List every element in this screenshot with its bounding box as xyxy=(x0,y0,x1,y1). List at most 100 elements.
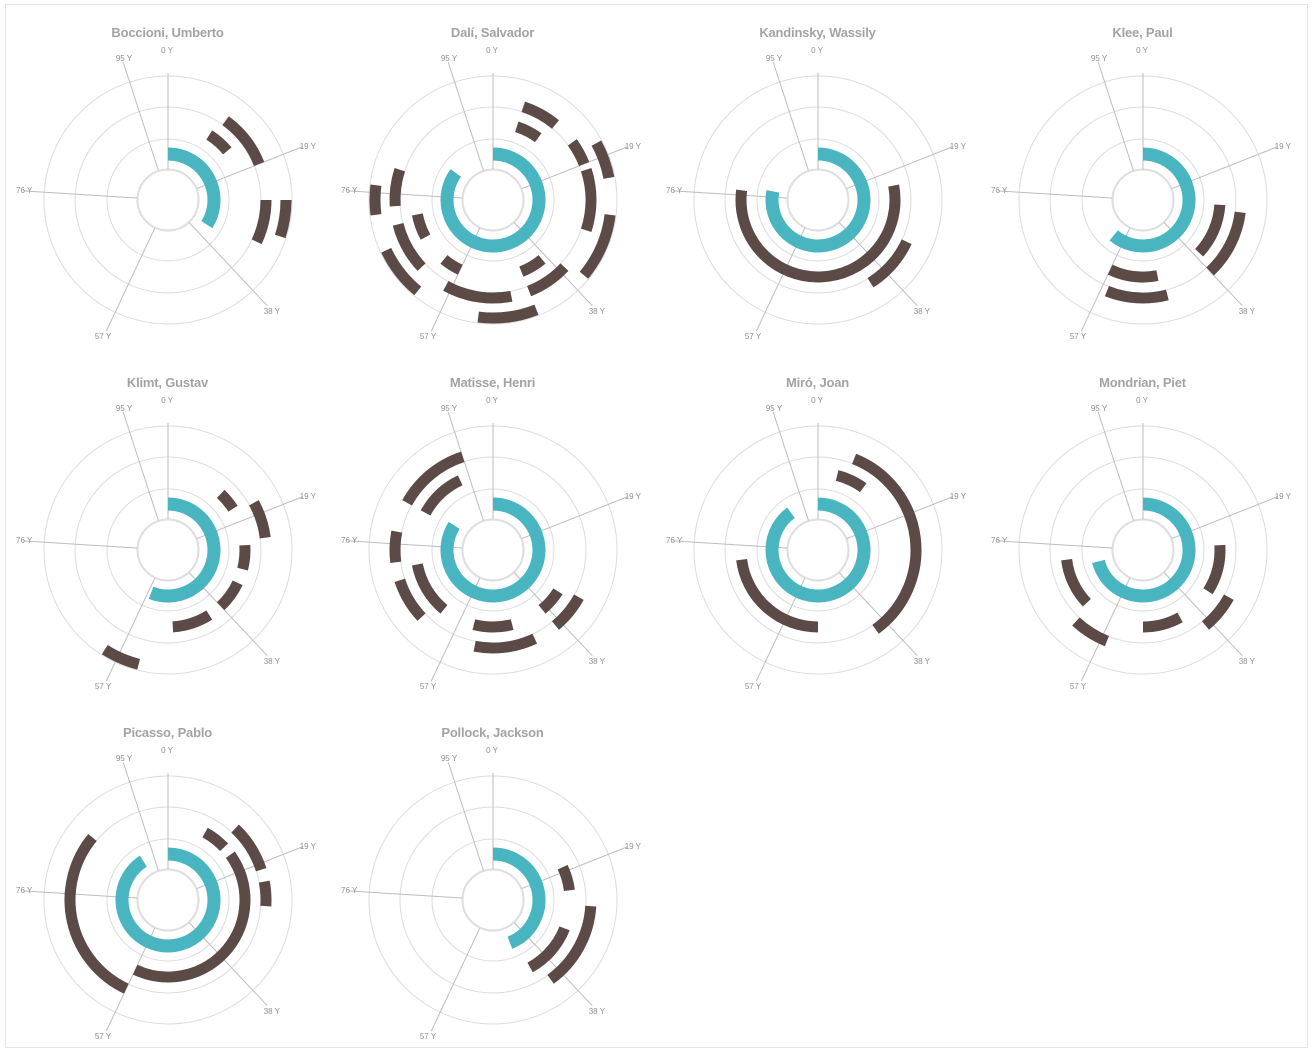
period-arc xyxy=(1142,612,1183,633)
axis-tick-label: 38 Y xyxy=(1239,307,1256,316)
period-arc xyxy=(394,578,426,621)
period-arc xyxy=(402,451,465,506)
period-arc xyxy=(1061,558,1092,607)
axis-tick-label: 57 Y xyxy=(95,1032,112,1041)
period-arc xyxy=(64,834,129,994)
center-hole xyxy=(462,519,524,581)
axis-spoke xyxy=(430,927,481,1032)
artist-panel: Klee, Paul 0 Y 19 Y 38 Y 57 Y 76 Y 95 Y xyxy=(980,5,1305,355)
artist-title: Pollock, Jackson xyxy=(441,725,544,740)
axis-tick-label: 95 Y xyxy=(441,404,458,413)
radial-timeline: 0 Y 19 Y 38 Y 57 Y 76 Y 95 Y xyxy=(16,396,317,691)
period-arc xyxy=(519,254,546,277)
axis-tick-label: 0 Y xyxy=(1136,396,1149,405)
period-arc xyxy=(852,453,922,634)
axis-tick-label: 57 Y xyxy=(1070,332,1087,341)
artist-title: Dalí, Salvador xyxy=(450,25,535,40)
period-arc xyxy=(551,594,584,630)
center-hole xyxy=(787,519,849,581)
lifespan-arc xyxy=(1092,497,1196,603)
axis-spoke xyxy=(447,411,484,521)
period-arc xyxy=(440,254,463,275)
axis-tick-label: 0 Y xyxy=(161,746,174,755)
center-hole xyxy=(137,169,199,231)
radial-timeline: 0 Y 19 Y 38 Y 57 Y 76 Y 95 Y xyxy=(16,746,317,1041)
period-arc xyxy=(248,500,271,539)
axis-tick-label: 95 Y xyxy=(116,404,133,413)
axis-tick-label: 95 Y xyxy=(1091,404,1108,413)
axis-spoke xyxy=(1097,61,1134,171)
period-arc xyxy=(467,289,513,304)
axis-spoke xyxy=(23,190,138,199)
axis-spoke xyxy=(122,411,159,521)
axis-tick-label: 95 Y xyxy=(116,754,133,763)
period-arc xyxy=(237,544,251,571)
axis-tick-label: 76 Y xyxy=(666,536,683,545)
axis-tick-label: 0 Y xyxy=(486,396,499,405)
period-arc xyxy=(547,905,597,984)
axis-tick-label: 38 Y xyxy=(914,307,931,316)
axis-tick-label: 76 Y xyxy=(16,186,33,195)
artist-title: Klee, Paul xyxy=(1112,25,1173,40)
axis-spoke xyxy=(447,761,484,871)
period-arc xyxy=(591,140,615,180)
period-arc xyxy=(392,222,426,271)
axis-tick-label: 19 Y xyxy=(950,142,967,151)
axis-tick-label: 0 Y xyxy=(486,746,499,755)
lifespan-arc xyxy=(440,147,546,253)
axis-tick-label: 57 Y xyxy=(420,1032,437,1041)
axis-tick-label: 0 Y xyxy=(486,46,499,55)
axis-tick-label: 19 Y xyxy=(300,842,317,851)
artist-panel: Picasso, Pablo 0 Y 19 Y 38 Y 57 Y 76 Y 95 Y xyxy=(5,705,330,1055)
axis-tick-label: 0 Y xyxy=(811,396,824,405)
period-arc xyxy=(579,213,616,279)
lifespan-arc xyxy=(167,147,221,229)
axis-tick-label: 19 Y xyxy=(625,142,642,151)
axis-spoke xyxy=(348,890,463,899)
period-arc xyxy=(274,199,292,239)
period-arc xyxy=(567,139,590,167)
artist-title: Picasso, Pablo xyxy=(123,725,212,740)
artist-title: Boccioni, Umberto xyxy=(111,25,224,40)
axis-tick-label: 19 Y xyxy=(1275,142,1292,151)
axis-tick-label: 38 Y xyxy=(589,1007,606,1016)
axis-tick-label: 38 Y xyxy=(264,1007,281,1016)
period-arc xyxy=(258,880,272,907)
axis-tick-label: 76 Y xyxy=(991,186,1008,195)
period-arc xyxy=(736,558,819,633)
center-hole xyxy=(462,169,524,231)
axis-tick-label: 57 Y xyxy=(95,682,112,691)
radial-timeline: 0 Y 19 Y 38 Y 57 Y 76 Y 95 Y xyxy=(666,396,967,691)
period-arc xyxy=(202,827,229,852)
period-arc xyxy=(472,619,514,633)
axis-tick-label: 19 Y xyxy=(300,142,317,151)
period-arc xyxy=(369,184,382,216)
axis-tick-label: 95 Y xyxy=(441,54,458,63)
radial-timeline: 0 Y 19 Y 38 Y 57 Y 76 Y 95 Y xyxy=(666,46,967,341)
period-arc xyxy=(477,304,539,324)
period-arc xyxy=(867,239,912,288)
axis-spoke xyxy=(188,222,268,307)
period-arc xyxy=(514,121,542,143)
axis-spoke xyxy=(23,540,138,549)
period-arc xyxy=(251,199,272,245)
radial-timeline: 0 Y 19 Y 38 Y 57 Y 76 Y 95 Y xyxy=(341,46,642,341)
period-arc xyxy=(526,263,569,297)
axis-tick-label: 57 Y xyxy=(420,332,437,341)
period-arc xyxy=(231,824,267,872)
axis-tick-label: 19 Y xyxy=(625,842,642,851)
axis-tick-label: 57 Y xyxy=(745,332,762,341)
period-arc xyxy=(1203,544,1226,595)
period-arc xyxy=(1107,264,1159,283)
period-arc xyxy=(389,530,403,563)
axis-tick-label: 19 Y xyxy=(625,492,642,501)
period-arc xyxy=(735,184,901,283)
axis-spoke xyxy=(998,540,1113,549)
axis-tick-label: 0 Y xyxy=(811,46,824,55)
axis-spoke xyxy=(772,411,809,521)
artist-panel: Pollock, Jackson 0 Y 19 Y 38 Y 57 Y 76 Y 95 Y xyxy=(330,705,655,1055)
radial-timeline: 0 Y 19 Y 38 Y 57 Y 76 Y 95 Y xyxy=(16,46,317,341)
period-arc xyxy=(538,588,563,614)
period-arc xyxy=(557,864,575,892)
period-arc xyxy=(544,926,570,957)
